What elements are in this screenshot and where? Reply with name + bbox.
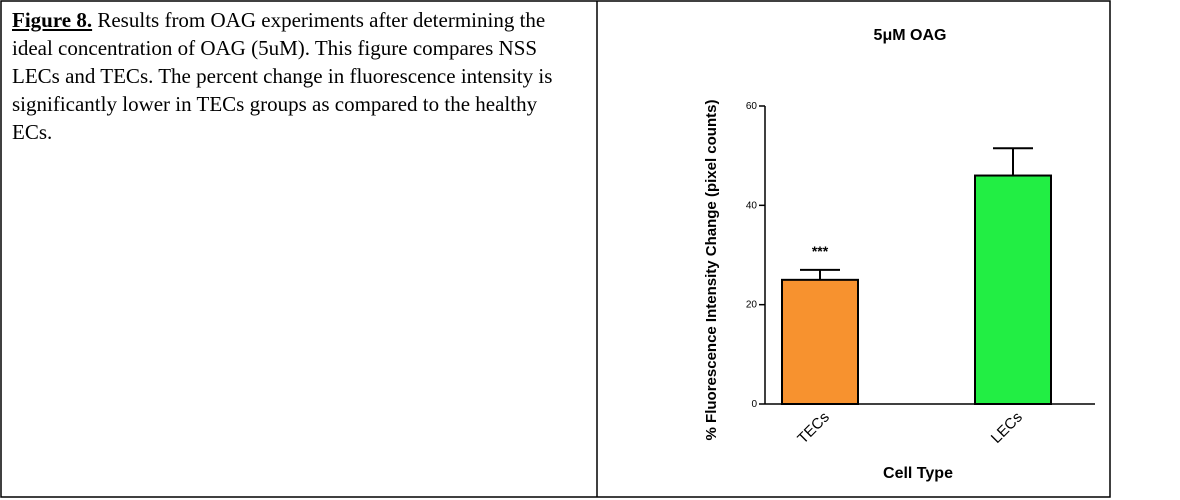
significance-label: *** bbox=[812, 243, 829, 259]
bar bbox=[974, 174, 1052, 405]
x-tick-label: TECs bbox=[794, 409, 833, 448]
y-axis-label: % Fluorescence Intensity Change (pixel c… bbox=[703, 100, 720, 441]
y-tick-label: 40 bbox=[746, 200, 758, 211]
table-border bbox=[0, 0, 1111, 498]
caption: Figure 8. Results from OAG experiments a… bbox=[12, 6, 582, 146]
caption-label: Figure 8. bbox=[12, 8, 93, 32]
caption-text: Results from OAG experiments after deter… bbox=[12, 8, 553, 144]
x-axis-label: Cell Type bbox=[883, 465, 953, 482]
y-tick-label: 20 bbox=[746, 300, 758, 311]
y-tick-label: 60 bbox=[746, 101, 758, 112]
y-tick-label: 0 bbox=[751, 399, 757, 410]
chart-title: 5μM OAG bbox=[874, 27, 947, 44]
bar bbox=[781, 278, 859, 406]
x-tick-label: LECs bbox=[988, 409, 1026, 447]
